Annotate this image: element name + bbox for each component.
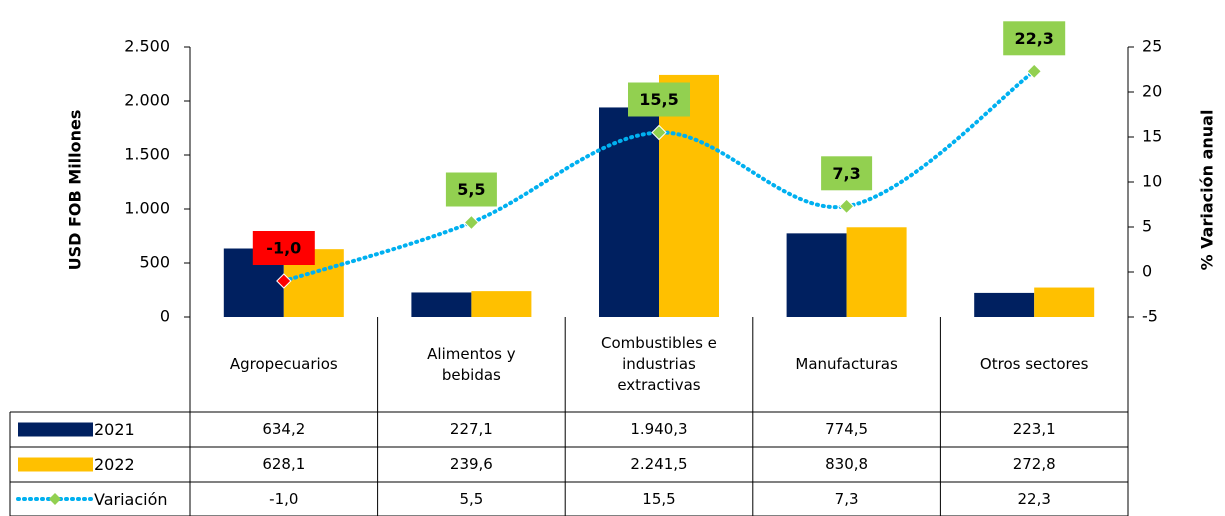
y-tick-label: 0 xyxy=(160,307,170,326)
table-value: 628,1 xyxy=(190,447,378,482)
table-value-text: 774,5 xyxy=(825,420,869,438)
table-value-text: 7,3 xyxy=(834,489,859,508)
bar xyxy=(974,292,1035,317)
y2-tick-label: 25 xyxy=(1142,37,1162,56)
y-tick-label: 2.500 xyxy=(124,37,170,56)
bar xyxy=(599,107,659,317)
y2-tick-label: 0 xyxy=(1142,262,1152,281)
data-label-box xyxy=(1003,21,1066,56)
table-value: 1.940,3 xyxy=(565,412,753,447)
bar xyxy=(786,233,847,317)
table-value-text: 5,5 xyxy=(459,489,484,508)
y2-tick-label: 15 xyxy=(1142,127,1162,146)
table-value: 22,3 xyxy=(940,482,1128,516)
y-tick-label: 2.000 xyxy=(124,91,170,110)
category-label-text: Combustibles e industrias extractivas xyxy=(601,334,717,394)
table-value-text: 1.940,3 xyxy=(630,420,688,438)
data-label: 7,3 xyxy=(832,164,860,183)
table-value-text: 272,8 xyxy=(1012,455,1056,473)
bar xyxy=(471,291,532,317)
table-value: 227,1 xyxy=(378,412,566,447)
data-label-box xyxy=(252,231,315,265)
table-value: 7,3 xyxy=(753,482,941,516)
table-value-text: 634,2 xyxy=(262,420,306,438)
data-label: 15,5 xyxy=(639,90,678,109)
legend-swatch xyxy=(18,457,93,472)
legend-label: Variación xyxy=(94,482,190,516)
marker xyxy=(463,214,480,231)
table-value: 2.241,5 xyxy=(565,447,753,482)
y-tick-label: 1.500 xyxy=(124,145,170,164)
legend-label-text: 2022 xyxy=(94,455,135,474)
data-label: 22,3 xyxy=(1014,29,1053,48)
table-value-text: 227,1 xyxy=(449,420,493,438)
table-value: 223,1 xyxy=(940,412,1128,447)
data-label: -1,0 xyxy=(266,239,301,258)
data-label-box xyxy=(445,172,497,207)
y-tick-label: 500 xyxy=(139,253,170,272)
y2-axis-title: % Variación anual xyxy=(1198,110,1217,271)
y2-tick-label: 10 xyxy=(1142,172,1162,191)
table-value: 15,5 xyxy=(565,482,753,516)
table-value-text: -1,0 xyxy=(269,489,299,508)
category-label: Manufacturas xyxy=(753,317,941,412)
y2-tick-label: 20 xyxy=(1142,82,1162,101)
table-value: -1,0 xyxy=(190,482,378,516)
data-label: 5,5 xyxy=(457,180,485,199)
legend-label-text: 2021 xyxy=(94,420,135,439)
marker xyxy=(651,124,667,141)
data-label-box xyxy=(628,82,690,117)
legend-label-text: Variación xyxy=(94,489,168,509)
category-label-text: Agropecuarios xyxy=(229,355,338,373)
bar xyxy=(411,292,472,317)
legend-label: 2021 xyxy=(94,412,190,447)
table-value: 5,5 xyxy=(378,482,566,516)
y2-tick-label: 5 xyxy=(1142,217,1152,236)
table-value: 830,8 xyxy=(753,447,941,482)
category-label: Alimentos y bebidas xyxy=(378,317,566,412)
table-value: 239,6 xyxy=(378,447,566,482)
bar xyxy=(846,227,907,317)
legend-label: 2022 xyxy=(94,447,190,482)
category-label: Combustibles e industrias extractivas xyxy=(565,317,753,412)
marker xyxy=(276,273,292,289)
data-label-box xyxy=(821,156,873,191)
category-label: Agropecuarios xyxy=(190,317,378,412)
y2-tick-label: -5 xyxy=(1142,307,1158,326)
legend-marker xyxy=(49,493,61,505)
table-value-text: 223,1 xyxy=(1012,420,1056,438)
table-value-text: 15,5 xyxy=(642,489,676,508)
y-tick-label: 1.000 xyxy=(124,199,170,218)
y-axis-title: USD FOB Millones xyxy=(66,110,85,271)
table-value: 634,2 xyxy=(190,412,378,447)
table-value-text: 239,6 xyxy=(449,455,493,473)
category-label: Otros sectores xyxy=(940,317,1128,412)
table-value: 774,5 xyxy=(753,412,941,447)
table-value-text: 2.241,5 xyxy=(630,455,688,473)
legend-swatch xyxy=(18,422,93,437)
category-label-text: Alimentos y bebidas xyxy=(427,344,516,384)
table-value-text: 22,3 xyxy=(1017,489,1051,508)
table-value-text: 628,1 xyxy=(262,455,306,473)
category-label-text: Manufacturas xyxy=(795,355,898,373)
category-label-text: Otros sectores xyxy=(979,355,1089,373)
table-value-text: 830,8 xyxy=(825,455,869,473)
marker xyxy=(838,198,855,215)
table-value: 272,8 xyxy=(940,447,1128,482)
bar xyxy=(1034,287,1095,317)
marker xyxy=(1026,63,1042,80)
